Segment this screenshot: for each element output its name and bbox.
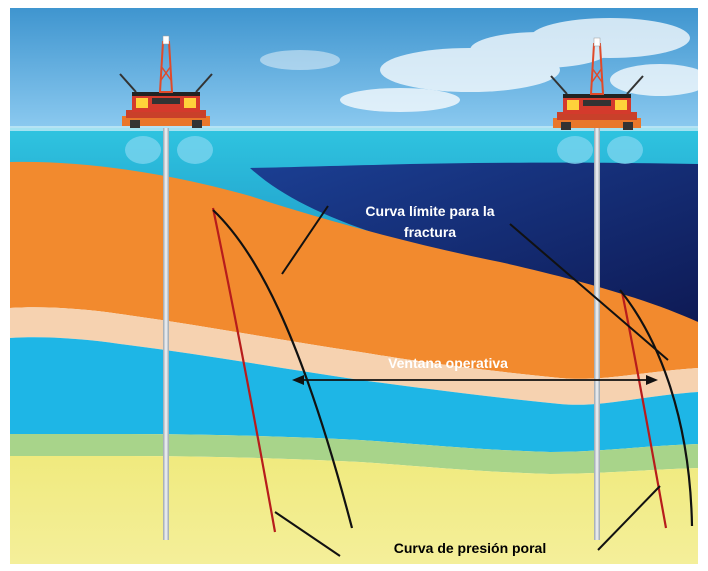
pore-pressure-curve-left (211, 207, 277, 533)
wellbore-right (594, 128, 600, 540)
window-label: Ventana operativa (388, 355, 508, 371)
pore-label: Curva de presión poral (394, 540, 546, 556)
offshore-platform-icon (550, 37, 644, 130)
pore-leader-left (274, 511, 341, 557)
pore-pressure-curve-right (620, 291, 668, 529)
wellbore-left (163, 128, 169, 540)
yellow-layer (10, 456, 698, 564)
fracture-curve-right (619, 289, 694, 527)
fracture-curve-left (212, 209, 354, 529)
pore-leader-right (597, 485, 661, 551)
orange-formation (10, 161, 698, 379)
clouds (260, 18, 698, 112)
offshore-platform-icon (119, 35, 213, 128)
fracture-label-line2: fractura (404, 224, 456, 240)
deep-water (250, 162, 698, 322)
fracture-label-line1: Curva límite para la (365, 203, 494, 219)
pontoon-reflection-left (125, 136, 213, 164)
operating-window-arrow (292, 375, 658, 385)
fracture-leader-right (509, 223, 669, 361)
pontoon-reflection-right (557, 136, 643, 164)
green-layer (10, 434, 698, 474)
fracture-leader-left (281, 205, 329, 275)
blue-layer (10, 337, 698, 452)
